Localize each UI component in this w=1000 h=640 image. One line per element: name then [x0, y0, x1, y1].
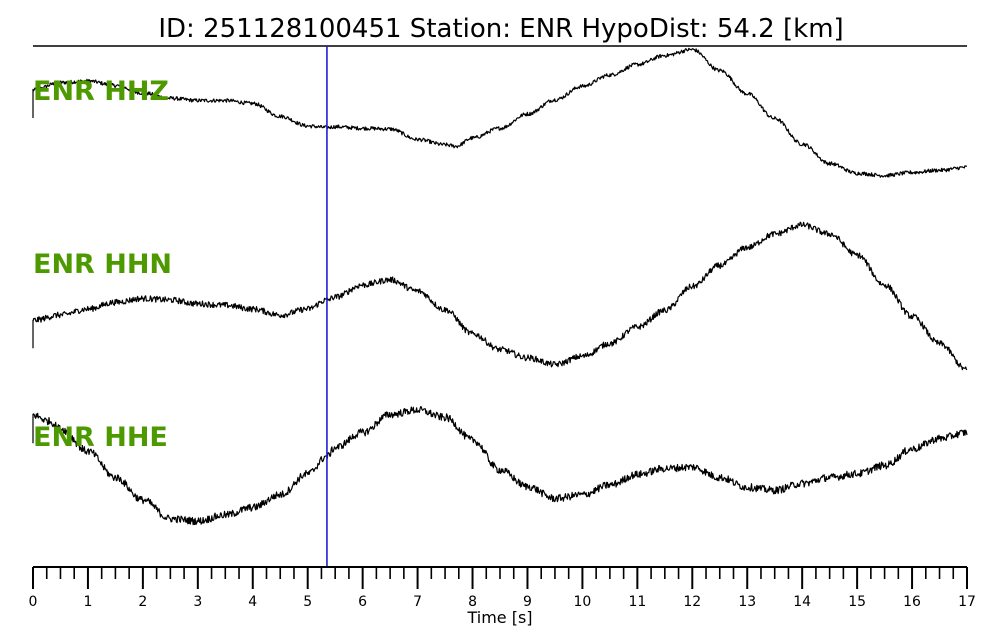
x-tick-label: 8 — [468, 594, 477, 610]
x-tick-label: 13 — [738, 594, 756, 610]
x-tick-label: 4 — [248, 594, 257, 610]
trace-enr-hhz — [32, 47, 967, 178]
traces-group — [32, 47, 968, 526]
x-tick-label: 12 — [683, 594, 701, 610]
x-tick-label: 11 — [628, 594, 646, 610]
x-tick-label: 9 — [523, 594, 532, 610]
time-axis: 0 1 2 3 4 5 6 7 8 9 10 11 12 13 14 15 16 17 — [29, 566, 976, 610]
x-tick-label: 2 — [138, 594, 147, 610]
x-tick-label: 3 — [193, 594, 202, 610]
channel-label-enr-hhz: ENR HHZ — [33, 76, 169, 107]
x-axis-label: Time [s] — [466, 608, 532, 627]
x-tick-label: 6 — [358, 594, 367, 610]
trace-enr-hhn — [32, 221, 968, 371]
channel-label-enr-hhn: ENR HHN — [33, 249, 172, 280]
x-tick-label: 14 — [793, 594, 811, 610]
x-tick-label: 5 — [303, 594, 312, 610]
x-tick-label: 17 — [958, 594, 976, 610]
x-tick-label: 0 — [29, 594, 38, 610]
x-tick-label: 1 — [83, 594, 92, 610]
channel-label-enr-hhe: ENR HHE — [33, 422, 168, 453]
trace-enr-hhe — [32, 406, 968, 526]
figure-title: ID: 251128100451 Station: ENR HypoDist: … — [158, 14, 843, 44]
x-tick-label: 7 — [413, 594, 422, 610]
channel-labels-group: ENR HHZ ENR HHN ENR HHE — [33, 76, 172, 453]
x-tick-label: 15 — [848, 594, 866, 610]
x-tick-label: 10 — [573, 594, 591, 610]
x-tick-label: 16 — [903, 594, 921, 610]
